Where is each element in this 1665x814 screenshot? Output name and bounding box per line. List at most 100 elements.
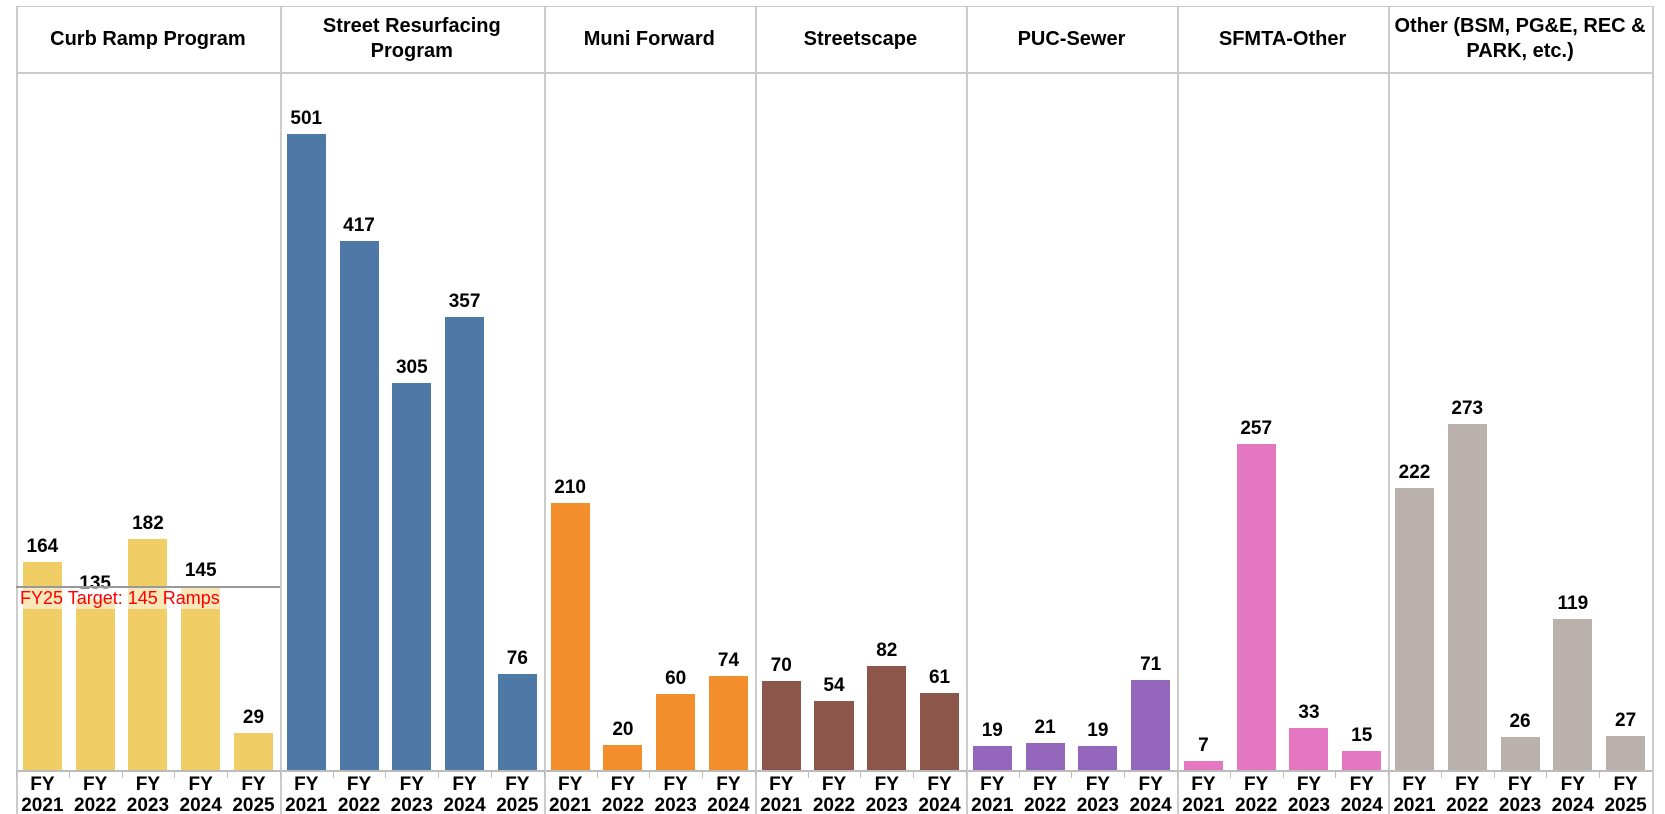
x-tick-mark — [702, 770, 704, 778]
x-tick-mark — [279, 770, 281, 778]
bar — [128, 539, 168, 770]
bar — [708, 676, 748, 770]
panel-title: Other (BSM, PG&E, REC & PARK, etc.) — [1394, 15, 1646, 62]
value-label: 61 — [928, 666, 951, 688]
value-label: 273 — [1451, 397, 1484, 419]
x-tick-mark — [1440, 770, 1442, 778]
x-tick-label: FY 2022 — [601, 774, 645, 814]
bar — [656, 693, 696, 770]
panel-title: Street Resurfacing Program — [322, 15, 501, 62]
x-tick-mark — [1229, 770, 1231, 778]
value-label: 417 — [343, 214, 375, 236]
bar — [814, 701, 854, 770]
x-tick-mark — [385, 770, 387, 778]
x-tick-mark — [16, 770, 17, 778]
x-tick-label: FY 2024 — [443, 774, 486, 814]
value-label: 222 — [1398, 462, 1431, 484]
x-tick-mark — [1599, 770, 1601, 778]
x-tick-mark — [1388, 770, 1390, 778]
reference-label: FY25 Target: 145 Ramps — [20, 587, 220, 609]
value-label: 357 — [448, 290, 481, 312]
value-label: 60 — [665, 667, 687, 689]
x-tick-mark — [1177, 770, 1179, 778]
x-tick-label: FY 2021 — [285, 774, 328, 814]
value-label: 70 — [770, 655, 792, 677]
x-tick-label: FY 2021 — [1393, 774, 1436, 814]
x-tick-label: FY 2021 — [971, 774, 1014, 814]
x-tick-label: FY 2022 — [812, 774, 856, 814]
x-tick-mark — [1546, 770, 1548, 778]
bar — [1394, 488, 1435, 770]
x-tick-label: FY 2023 — [1076, 774, 1119, 814]
x-tick-mark — [68, 770, 70, 778]
value-label: 74 — [717, 650, 740, 672]
x-tick-mark — [1335, 770, 1337, 778]
reference-line — [16, 585, 280, 588]
bar — [392, 382, 432, 770]
panel-divider — [279, 6, 282, 814]
value-label: 27 — [1615, 709, 1637, 731]
value-label: 26 — [1509, 711, 1531, 732]
panel-divider — [16, 6, 18, 814]
panel-title: Streetscape — [803, 27, 918, 50]
value-label: 71 — [1140, 653, 1162, 675]
value-label: 76 — [506, 647, 528, 669]
x-tick-mark — [227, 770, 229, 778]
value-label: 21 — [1034, 717, 1056, 739]
bar — [1500, 737, 1540, 770]
bar — [920, 692, 960, 770]
x-tick-mark — [860, 770, 862, 778]
x-tick-label: FY 2024 — [1340, 774, 1383, 814]
x-tick-label: FY 2025 — [496, 774, 539, 814]
x-tick-mark — [121, 770, 123, 778]
x-tick-mark — [1124, 770, 1126, 778]
panel-divider — [1177, 6, 1180, 814]
value-label: 210 — [554, 477, 586, 499]
value-label: 501 — [290, 108, 323, 130]
bar — [1183, 761, 1223, 770]
bar — [233, 733, 273, 770]
bar — [1606, 735, 1646, 770]
x-tick-label: FY 2023 — [126, 774, 170, 814]
bar — [181, 585, 221, 770]
panel-title: SFMTA-Other — [1218, 27, 1347, 50]
panel-title: Curb Ramp Program — [50, 27, 246, 50]
x-tick-mark — [1071, 770, 1073, 778]
x-tick-label: FY 2021 — [21, 774, 64, 814]
value-label: 20 — [612, 718, 634, 740]
x-tick-mark — [965, 770, 967, 778]
x-tick-label: FY 2024 — [918, 774, 961, 814]
bar — [1131, 679, 1171, 770]
x-tick-label: FY 2025 — [1604, 774, 1647, 814]
x-tick-mark — [332, 770, 334, 778]
x-tick-label: FY 2025 — [232, 774, 275, 814]
x-tick-mark — [1493, 770, 1495, 778]
x-tick-mark — [490, 770, 492, 778]
bar — [445, 316, 485, 770]
x-tick-label: FY 2024 — [179, 774, 222, 814]
bar — [497, 673, 537, 770]
x-tick-mark — [438, 770, 440, 778]
x-tick-label: FY 2023 — [865, 774, 908, 814]
baseline — [16, 770, 1652, 772]
x-tick-mark — [174, 770, 176, 778]
bar — [1553, 618, 1593, 770]
value-label: 164 — [26, 535, 59, 557]
x-tick-label: FY 2021 — [1182, 774, 1225, 814]
x-tick-label: FY 2022 — [337, 774, 381, 814]
x-tick-mark — [596, 770, 598, 778]
panel-divider — [965, 6, 968, 814]
bar — [1236, 443, 1276, 770]
value-label: 145 — [184, 559, 217, 581]
value-label: 19 — [981, 719, 1003, 741]
x-tick-mark — [543, 770, 545, 778]
bar — [550, 503, 590, 770]
value-label: 257 — [1240, 417, 1273, 439]
x-tick-label: FY 2023 — [1498, 774, 1542, 814]
panel-divider — [1652, 6, 1654, 814]
x-tick-label: FY 2024 — [1129, 774, 1172, 814]
header-divider — [16, 72, 1652, 74]
x-tick-mark — [1282, 770, 1284, 778]
x-tick-label: FY 2021 — [760, 774, 803, 814]
